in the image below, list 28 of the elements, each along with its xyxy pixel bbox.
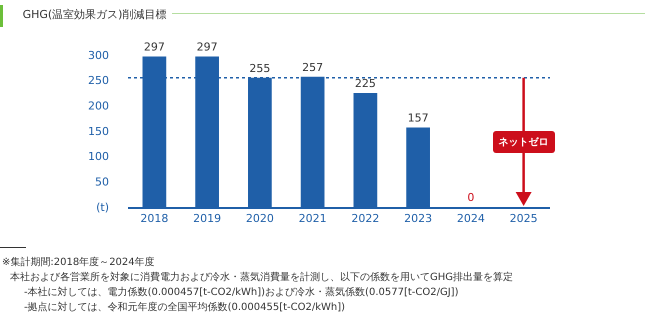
x-tick-label: 2025	[510, 212, 538, 226]
data-label: 0	[467, 191, 474, 204]
annotation: ネットゼロ	[498, 137, 549, 148]
x-tick-label: 2022	[351, 212, 380, 226]
data-label: 157	[408, 111, 429, 124]
x-tick-label: 2023	[404, 212, 432, 226]
text: ※集計期間:2018年度～2024年度	[2, 256, 155, 268]
y-tick-label: 300	[88, 48, 109, 62]
x-tick-label: 2021	[298, 212, 327, 226]
x-tick-label: 2024	[456, 212, 485, 226]
text: -本社に対しては、電力係数(0.000457[t-CO2/kWh])および冷水・蒸気係数(0.0577[t-CO2/GJ])	[24, 286, 459, 298]
data-label: 297	[144, 40, 165, 54]
data-label: 257	[302, 60, 324, 74]
data-label: 225	[354, 77, 376, 90]
data-label: 255	[249, 62, 270, 75]
x-tick-label: 2020	[246, 212, 274, 226]
data-label: 297	[196, 40, 218, 54]
y-tick-label: 50	[95, 176, 109, 189]
y-tick-label: (t)	[96, 200, 109, 214]
x-tick-label: 2019	[193, 212, 222, 226]
text: 本社および各営業所を対象に消費電力および冷水・蒸気消費量を計測し、以下の係数を用いてGHG排出量を算定	[10, 271, 514, 283]
y-tick-label: 150	[88, 124, 109, 138]
y-tick-label: 100	[88, 150, 109, 164]
y-tick-label: 250	[88, 74, 109, 88]
chart-title: GHG(温室効果ガス)削減目標	[22, 8, 166, 21]
x-tick-label: 2018	[140, 212, 168, 226]
text: -拠点に対しては、令和元年度の全国平均係数(0.000455[t-CO2/kWh])	[24, 301, 346, 312]
y-tick-label: 200	[88, 100, 109, 113]
